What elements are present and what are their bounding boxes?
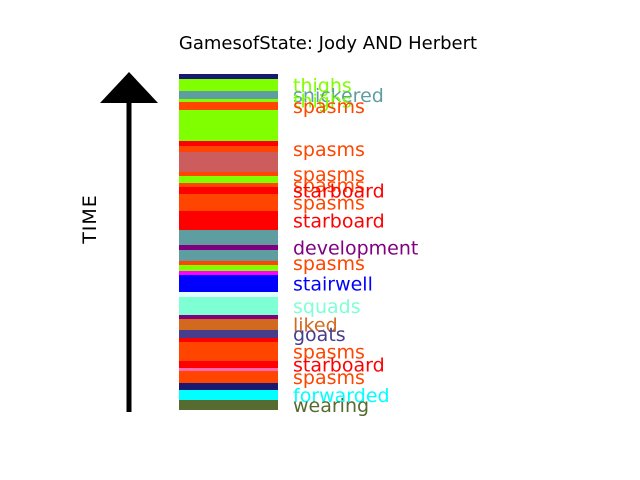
- segment-bar: [179, 297, 278, 315]
- segment-bar: [179, 146, 278, 152]
- segment-bar: [179, 245, 278, 250]
- segment-bar: [179, 194, 278, 211]
- segment-label: development: [293, 238, 418, 260]
- segment-label: squads: [293, 296, 361, 318]
- segment-label: stairwell: [293, 274, 373, 296]
- segment-bar: [179, 99, 278, 102]
- segment-bar: [179, 400, 278, 410]
- segment-bar: [179, 271, 278, 275]
- segment-bar: [179, 152, 278, 172]
- segment-bar: [179, 275, 278, 292]
- segment-bar: [179, 102, 278, 110]
- segment-label: thighs: [293, 75, 352, 97]
- segment-bar: [179, 338, 278, 342]
- chart-title: GamesofState: Jody AND Herbert: [179, 33, 477, 54]
- segment-label: snickered: [293, 85, 384, 107]
- segment-bar: [179, 315, 278, 319]
- segment-label: spasms: [293, 164, 365, 186]
- segment-bar: [179, 172, 278, 176]
- segment-bar: [179, 261, 278, 265]
- segment-bar: [179, 187, 278, 194]
- segment-label: starboard: [293, 211, 385, 233]
- segment-bar: [179, 319, 278, 330]
- segment-bar: [179, 230, 278, 245]
- time-arrow-head: [100, 72, 158, 103]
- segment-bar: [179, 91, 278, 99]
- segment-labels: thighssnickeredthighsspasmsspasmsspasmss…: [293, 75, 418, 417]
- segment-bar: [179, 265, 278, 271]
- segment-bar: [179, 390, 278, 400]
- segment-bar: [179, 141, 278, 146]
- segment-label: spasms: [293, 96, 365, 118]
- segment-bar: [179, 110, 278, 141]
- segment-label: starboard: [293, 181, 385, 203]
- time-axis: TIME: [79, 72, 158, 412]
- segment-label: spasms: [293, 193, 365, 215]
- segment-label: spasms: [293, 367, 365, 389]
- segment-label: spasms: [293, 253, 365, 275]
- segment-bar: [179, 383, 278, 390]
- segment-bar: [179, 361, 278, 368]
- segment-bar: [179, 183, 278, 187]
- segment-bar: [179, 330, 278, 338]
- segment-label: thighs: [293, 91, 352, 113]
- segment-bar: [179, 368, 278, 371]
- segment-bar: [179, 74, 278, 79]
- segment-bars: [179, 74, 278, 410]
- segment-bar: [179, 79, 278, 91]
- segment-label: spasms: [293, 342, 365, 364]
- segment-bar: [179, 292, 278, 297]
- segment-bar: [179, 176, 278, 183]
- segment-label: goats: [293, 324, 346, 346]
- segment-label: liked: [293, 315, 338, 337]
- segment-bar: [179, 371, 278, 383]
- segment-label: starboard: [293, 355, 385, 377]
- segment-bar: [179, 211, 278, 230]
- y-axis-label: TIME: [79, 194, 101, 245]
- segment-label: spasms: [293, 175, 365, 197]
- segment-label: forwarded: [293, 385, 390, 407]
- segment-label: spasms: [293, 139, 365, 161]
- segment-bar: [179, 342, 278, 361]
- segment-label: wearing: [293, 395, 369, 417]
- segment-bar: [179, 250, 278, 261]
